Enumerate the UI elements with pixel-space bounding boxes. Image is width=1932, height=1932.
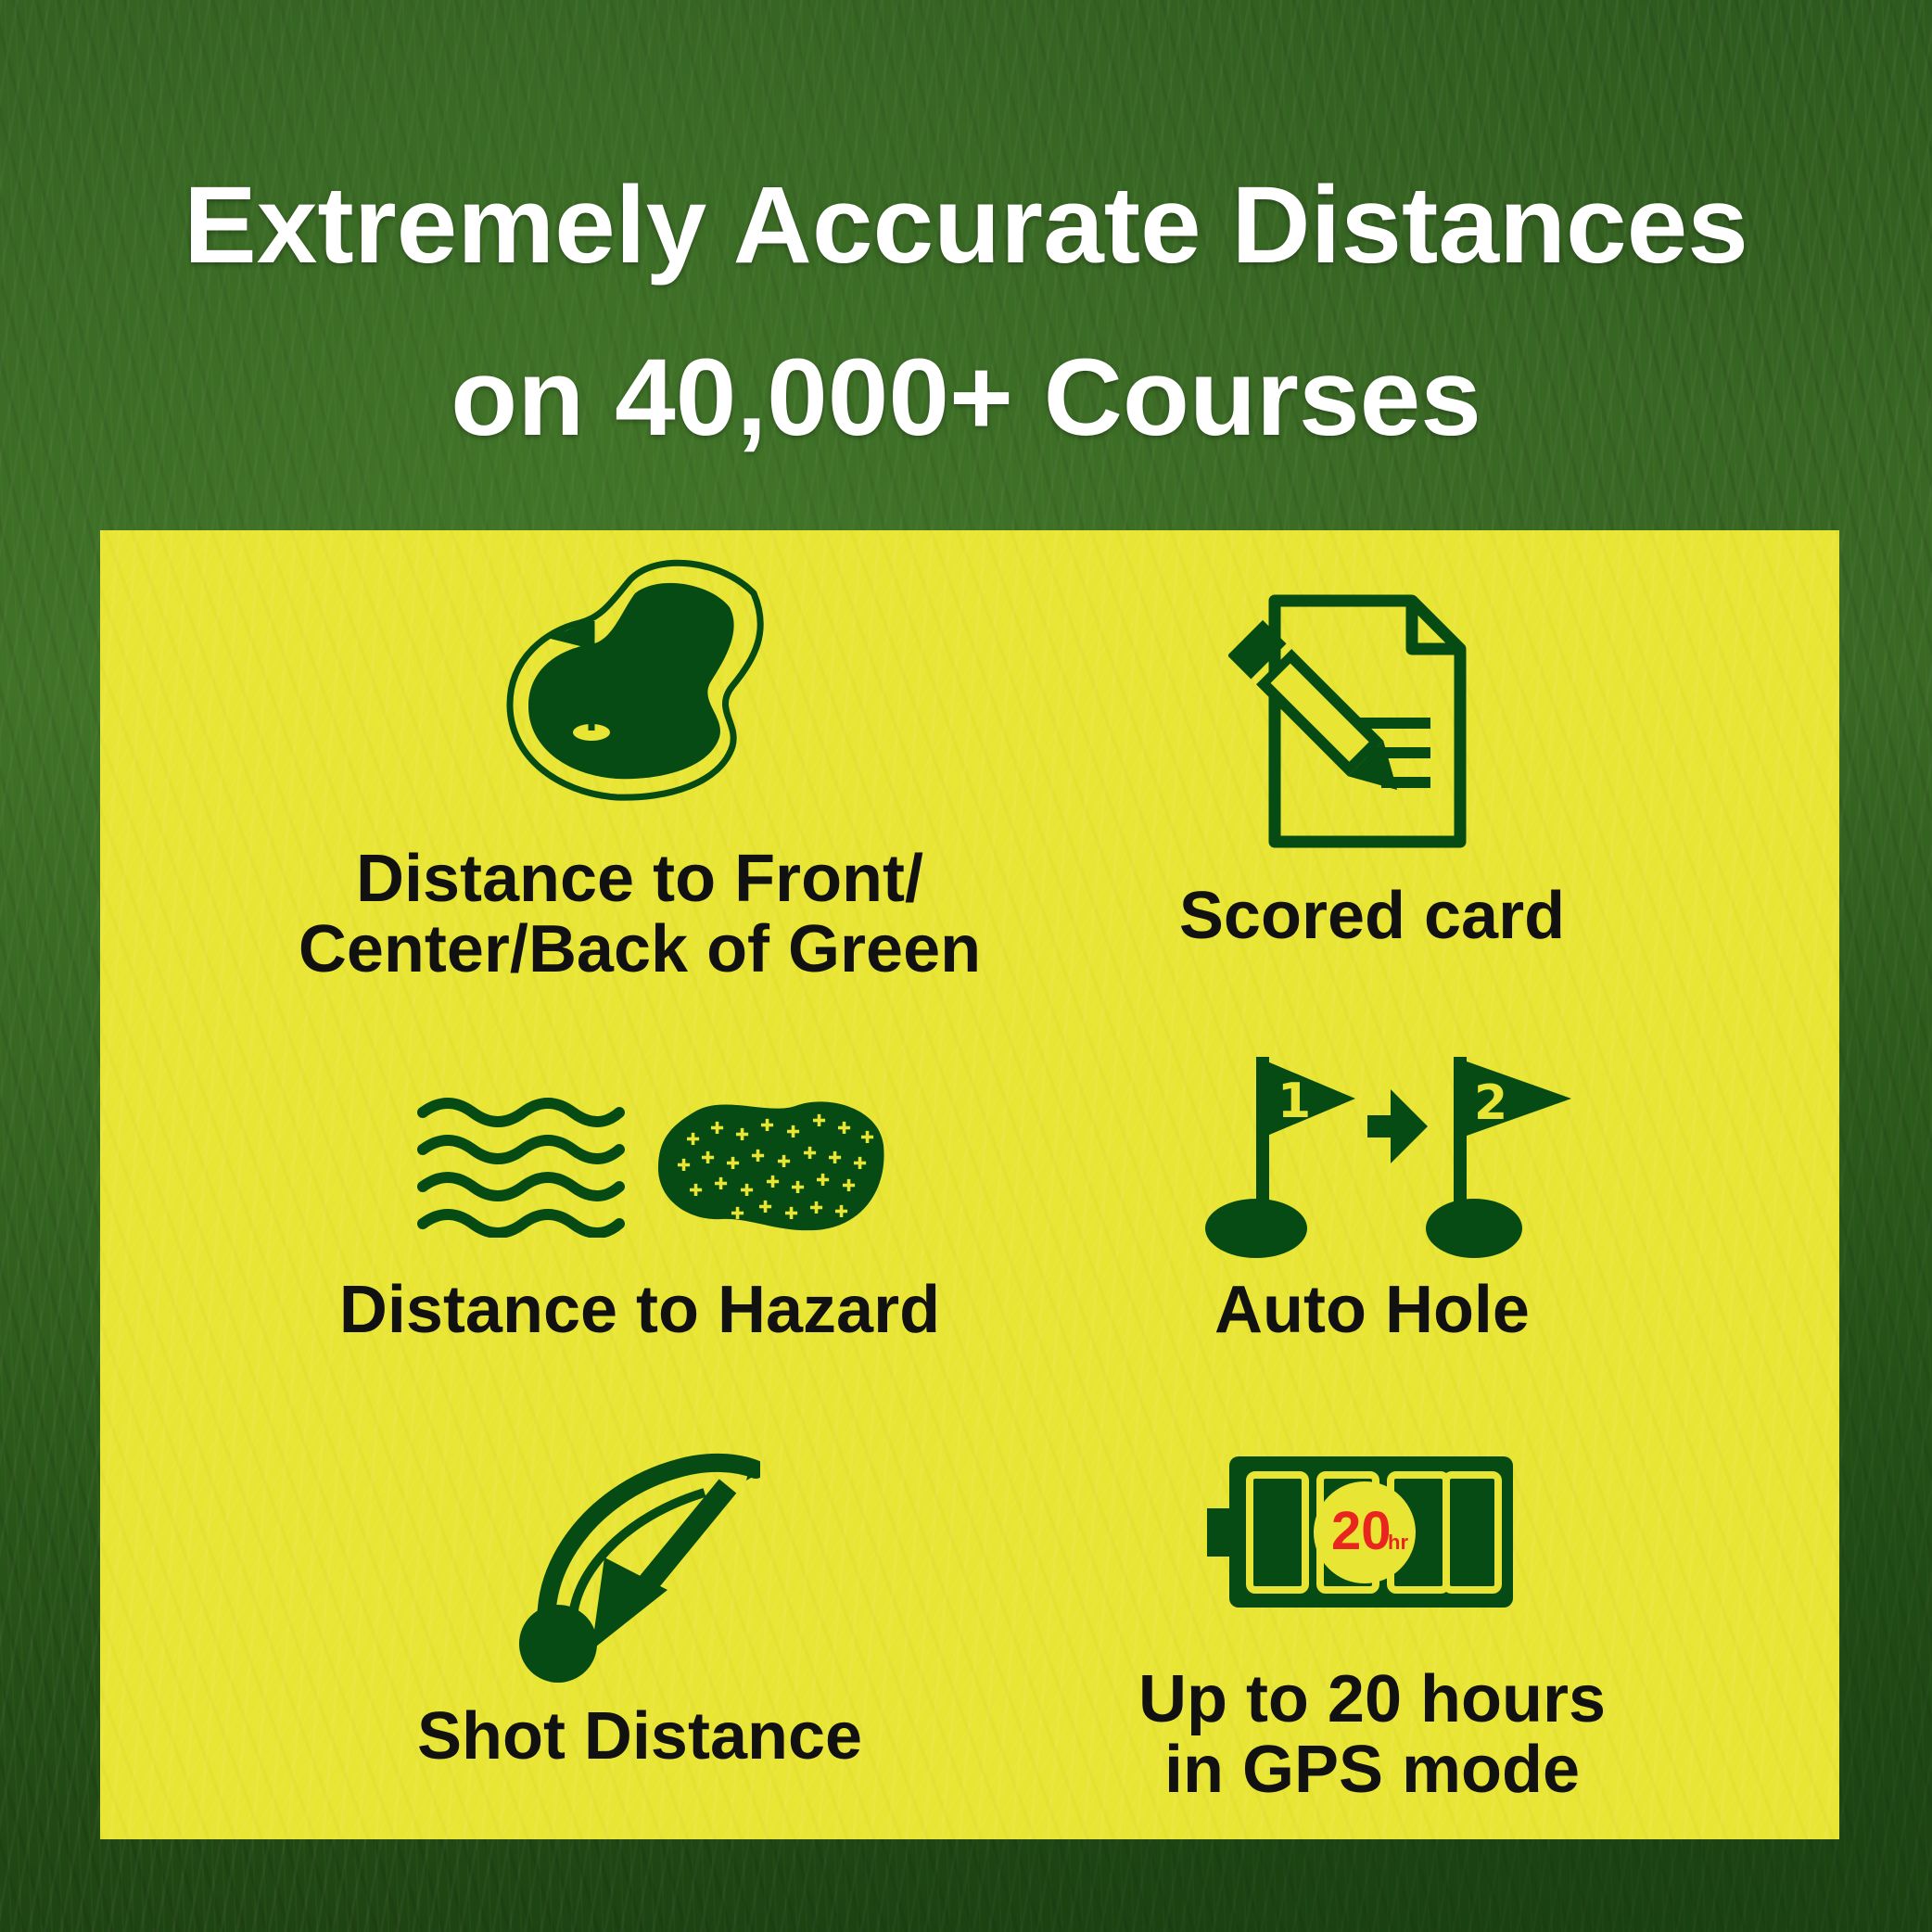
svg-text:✚: ✚ (853, 1154, 867, 1174)
svg-text:✚: ✚ (791, 1178, 805, 1198)
battery-icon: 20 hr (1207, 1456, 1513, 1608)
svg-text:✚: ✚ (740, 1181, 754, 1201)
feature-label-battery: Up to 20 hours in GPS mode (1138, 1662, 1607, 1807)
headline: Extremely Accurate Distances on 40,000+ … (0, 139, 1932, 484)
headline-line-2: on 40,000+ Courses (451, 337, 1481, 459)
feature-label-hazard: Distance to Hazard (338, 1273, 941, 1347)
feature-label-shot-distance: Shot Distance (416, 1699, 863, 1773)
golf-green-icon (506, 559, 764, 801)
svg-text:✚: ✚ (834, 1202, 848, 1222)
feature-label-auto-hole: Auto Hole (1214, 1273, 1530, 1347)
svg-text:✚: ✚ (777, 1152, 791, 1172)
svg-text:✚: ✚ (677, 1156, 691, 1176)
svg-text:✚: ✚ (837, 1119, 851, 1138)
svg-text:✚: ✚ (689, 1181, 703, 1201)
svg-text:✚: ✚ (686, 1130, 700, 1150)
svg-text:✚: ✚ (731, 1204, 744, 1224)
auto-hole-flags-icon: 1 2 (1205, 1057, 1571, 1258)
arrow-right-icon (1367, 1089, 1428, 1163)
svg-text:✚: ✚ (860, 1128, 874, 1148)
svg-text:✚: ✚ (758, 1198, 772, 1217)
svg-text:✚: ✚ (803, 1144, 817, 1163)
water-hazard-icon (417, 1098, 625, 1238)
battery-badge-unit: hr (1388, 1531, 1408, 1554)
svg-text:✚: ✚ (828, 1149, 842, 1168)
svg-text:✚: ✚ (735, 1125, 749, 1145)
svg-text:✚: ✚ (766, 1173, 780, 1192)
svg-text:✚: ✚ (710, 1119, 724, 1138)
svg-text:✚: ✚ (812, 1112, 826, 1131)
feature-label-green: Distance to Front/ Center/Back of Green (298, 842, 982, 986)
scorecard-pencil-icon (1228, 594, 1467, 848)
hazard-water-bunker-icon: ✚✚ ✚ ✚ ✚✚ ✚ ✚ ✚ ✚ ✚ ✚ ✚ ✚ ✚ ✚ ✚ ✚ ✚ ✚ ✚ ✚ ✚ ✚ ✚ ✚ ✚ ✚ (417, 1098, 884, 1238)
svg-text:✚: ✚ (842, 1176, 856, 1196)
svg-text:✚: ✚ (726, 1154, 740, 1174)
battery-badge-number: 20 (1331, 1501, 1392, 1561)
svg-text:✚: ✚ (751, 1147, 765, 1166)
features-panel (100, 530, 1839, 1839)
headline-line-1: Extremely Accurate Distances (184, 164, 1748, 286)
flag-number-1: 1 (1277, 1074, 1311, 1129)
svg-text:✚: ✚ (809, 1199, 823, 1218)
svg-text:✚: ✚ (786, 1123, 800, 1142)
flag-number-2: 2 (1474, 1075, 1507, 1131)
svg-text:✚: ✚ (760, 1116, 774, 1136)
bunker-icon (658, 1101, 884, 1231)
svg-text:✚: ✚ (816, 1171, 830, 1190)
shot-distance-icon (519, 1453, 760, 1683)
svg-text:✚: ✚ (784, 1204, 798, 1224)
feature-label-scorecard: Scored card (1178, 879, 1566, 953)
svg-text:✚: ✚ (714, 1175, 728, 1194)
svg-text:✚: ✚ (701, 1149, 715, 1168)
